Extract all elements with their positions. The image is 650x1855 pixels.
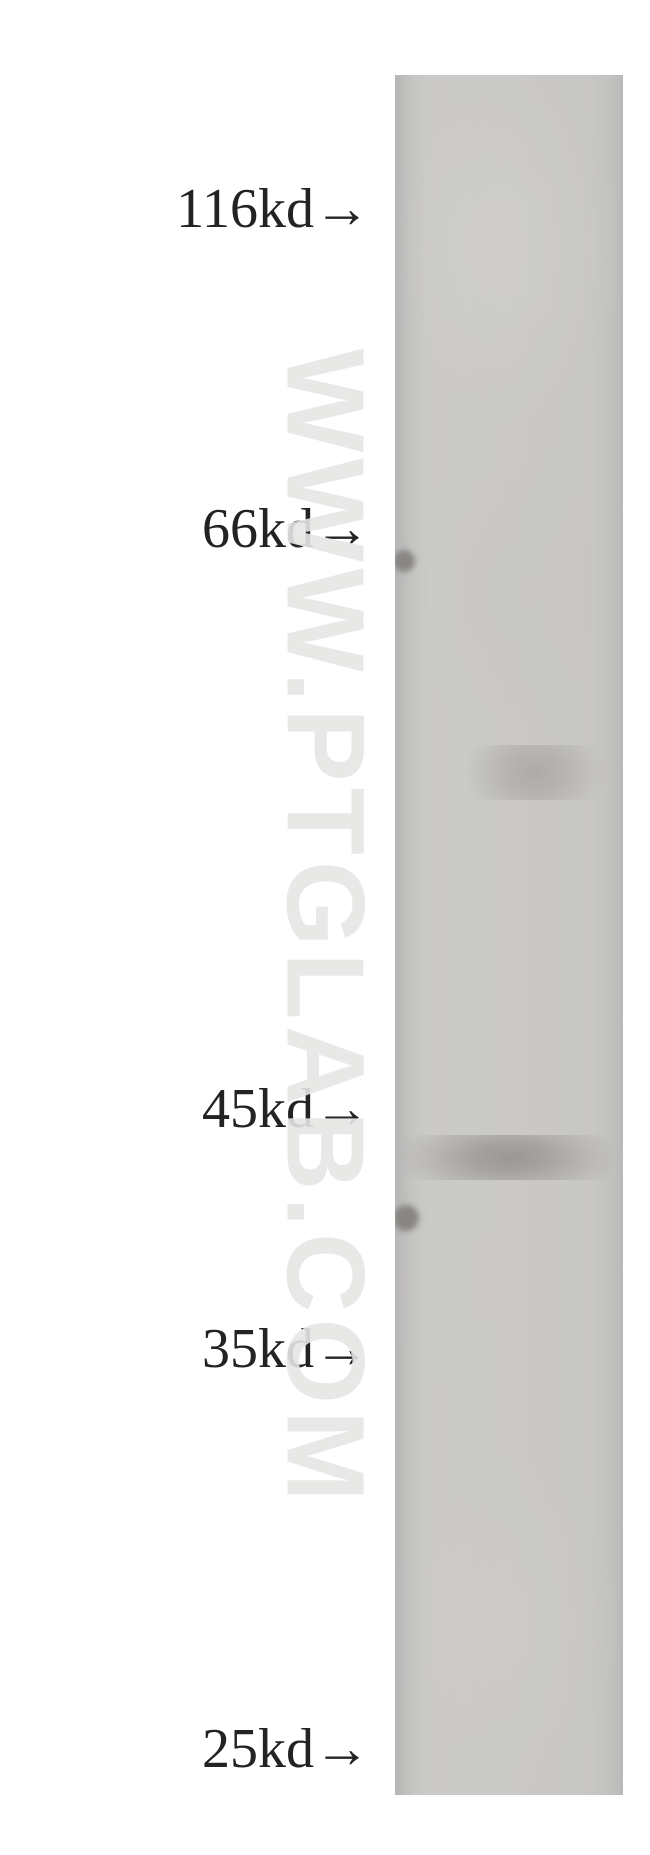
arrow-icon: → — [314, 1715, 370, 1780]
marker-25kd: 25kd→ — [202, 1715, 370, 1781]
marker-45kd: 45kd→ — [202, 1075, 370, 1141]
ladder-dot-40 — [395, 1205, 419, 1231]
marker-35kd-text: 35kd — [202, 1318, 314, 1380]
marker-66kd-text: 66kd — [202, 498, 314, 560]
marker-35kd: 35kd→ — [202, 1315, 370, 1381]
blot-figure: WWW.PTGLAB.COM 116kd→ 66kd→ 45kd→ 35kd→ … — [0, 0, 650, 1855]
arrow-icon: → — [314, 1315, 370, 1380]
marker-45kd-text: 45kd — [202, 1078, 314, 1140]
band-main — [395, 1135, 623, 1180]
marker-25kd-text: 25kd — [202, 1718, 314, 1780]
lane-texture — [395, 75, 623, 1795]
marker-116kd: 116kd→ — [176, 175, 370, 241]
ladder-dot-66 — [395, 550, 415, 572]
arrow-icon: → — [314, 1075, 370, 1140]
arrow-icon: → — [314, 495, 370, 560]
marker-66kd: 66kd→ — [202, 495, 370, 561]
arrow-icon: → — [314, 175, 370, 240]
marker-116kd-text: 116kd — [176, 178, 314, 240]
blot-lane — [395, 75, 623, 1795]
band-upper — [465, 745, 605, 800]
